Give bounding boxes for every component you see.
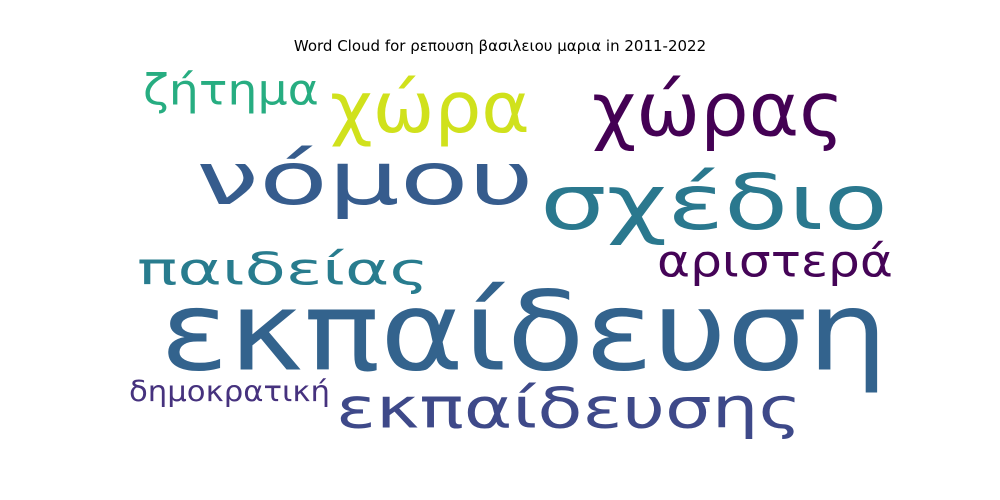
word-7: παιδείας xyxy=(137,244,429,295)
word-2: νόμου xyxy=(196,137,534,222)
word-8: ζήτημα xyxy=(143,65,319,115)
word-9: αριστερά xyxy=(657,236,893,288)
word-10: δημοκρατική xyxy=(129,375,330,408)
word-3: σχέδιο xyxy=(540,158,888,247)
word-6: εκπαίδευσης xyxy=(336,376,802,441)
word-4: χώρας xyxy=(592,66,844,153)
word-1: εκπαίδευση xyxy=(160,268,888,395)
word-5: χώρα xyxy=(330,67,530,149)
chart-title: Word Cloud for ρεπουση βασιλειου μαρια i… xyxy=(293,37,707,55)
